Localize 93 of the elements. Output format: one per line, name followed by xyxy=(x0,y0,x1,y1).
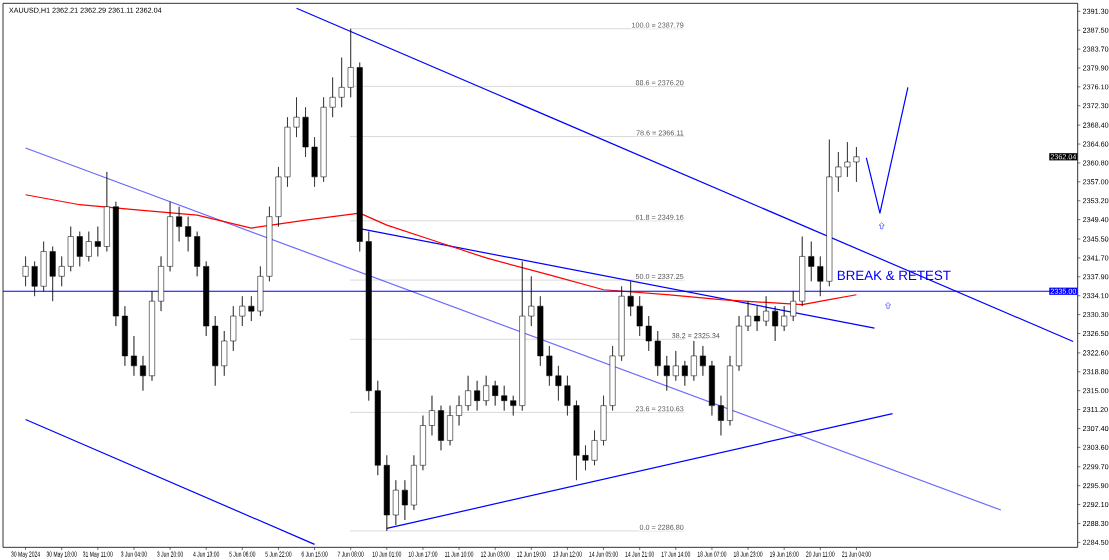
candlestick xyxy=(690,340,697,382)
candlestick xyxy=(130,335,137,377)
candlestick xyxy=(239,295,246,327)
candlestick xyxy=(365,231,372,401)
candlestick xyxy=(853,146,860,183)
candlestick xyxy=(492,380,499,406)
candlestick xyxy=(275,166,282,227)
candlestick xyxy=(230,305,237,352)
candlestick xyxy=(790,290,797,322)
candlestick xyxy=(519,261,526,411)
candlestick xyxy=(203,261,210,337)
candlestick xyxy=(103,171,110,252)
candlestick xyxy=(609,345,616,411)
candlestick xyxy=(727,355,733,426)
candlestick xyxy=(401,479,408,521)
candlestick xyxy=(112,201,119,327)
candlestick xyxy=(347,28,354,98)
candlestick xyxy=(591,430,598,466)
candlestick xyxy=(501,385,508,411)
candlestick xyxy=(817,256,824,297)
candlestick xyxy=(94,226,101,257)
candlestick xyxy=(456,395,463,426)
candlestick xyxy=(221,330,228,377)
candlestick xyxy=(49,246,56,302)
candlestick xyxy=(410,455,417,511)
candlestick xyxy=(419,415,426,471)
candlestick xyxy=(510,395,517,416)
candlestick xyxy=(76,231,83,267)
candlestick xyxy=(600,395,607,446)
candlestick xyxy=(645,315,652,352)
candlestick xyxy=(474,380,481,411)
candlestick xyxy=(483,375,490,406)
candlestick xyxy=(717,395,724,436)
candlestick xyxy=(392,479,399,526)
candlestick xyxy=(447,405,454,446)
candlestick xyxy=(121,305,128,367)
candlestick xyxy=(185,216,192,252)
candlestick xyxy=(835,151,842,193)
candlestick xyxy=(356,62,363,252)
candlestick xyxy=(465,375,472,411)
candlestick xyxy=(338,57,345,108)
candlestick xyxy=(663,355,670,391)
candlestick xyxy=(374,380,381,476)
candlestick xyxy=(140,355,146,391)
candlestick xyxy=(31,261,38,297)
candlestick xyxy=(167,201,174,272)
candlestick xyxy=(149,290,155,382)
candlestick xyxy=(257,266,264,317)
candlestick xyxy=(654,330,661,377)
candlestick xyxy=(681,360,688,386)
candlestick xyxy=(781,305,788,332)
candlestick xyxy=(708,360,715,416)
candlestick xyxy=(293,97,300,138)
candlestick xyxy=(40,241,47,292)
candlestick xyxy=(736,315,742,372)
candlestick xyxy=(248,295,255,322)
candlestick xyxy=(212,315,219,386)
candlestick xyxy=(528,276,535,327)
candlestick xyxy=(573,400,580,481)
candlestick xyxy=(67,226,74,272)
candlestick xyxy=(582,445,589,471)
candlestick xyxy=(636,295,643,337)
candlestick xyxy=(302,106,309,158)
candlestick xyxy=(537,295,544,367)
candlestick xyxy=(745,300,752,332)
candlestick xyxy=(555,365,562,401)
candlestick xyxy=(763,295,770,327)
candlestick xyxy=(428,395,435,436)
candlestick xyxy=(194,231,201,277)
candlestick xyxy=(754,305,761,332)
candlestick xyxy=(311,136,318,188)
candlestick xyxy=(176,206,183,242)
candlestick xyxy=(772,305,779,342)
candlestick xyxy=(672,350,679,382)
candlestick xyxy=(284,116,291,188)
candlestick xyxy=(564,375,571,416)
candlestick xyxy=(699,345,706,377)
candlestick xyxy=(438,405,444,451)
candlestick xyxy=(546,345,553,386)
candlestick xyxy=(383,455,390,532)
candlestick xyxy=(85,231,92,262)
candlestick xyxy=(329,77,336,118)
candlestick xyxy=(627,281,634,317)
candlestick xyxy=(799,236,806,307)
candlestick xyxy=(808,241,815,282)
candlestick xyxy=(158,256,165,312)
candlestick xyxy=(320,97,327,183)
candlestick xyxy=(844,141,851,178)
candlestick xyxy=(618,286,625,362)
candlestick xyxy=(266,206,273,282)
candlestick xyxy=(826,139,833,287)
candlestick xyxy=(58,256,65,287)
candlestick xyxy=(22,256,29,287)
